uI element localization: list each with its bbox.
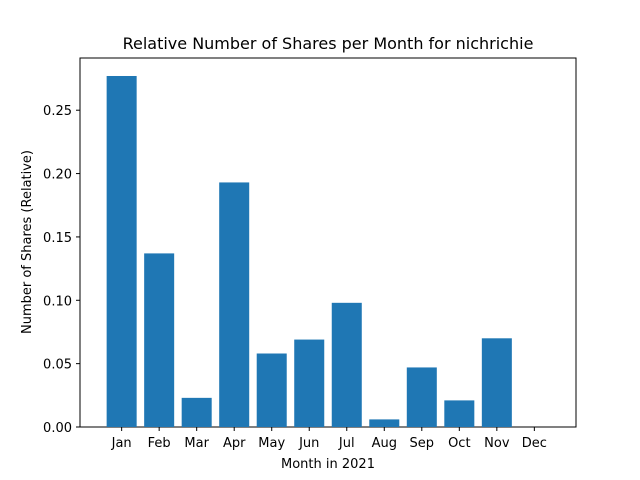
- bar-oct: [444, 400, 475, 427]
- bar-nov: [481, 338, 512, 427]
- y-axis-ticks: 0.00 0.05 0.10 0.15 0.20 0.25: [43, 104, 80, 436]
- x-tick-label: Jun: [298, 436, 319, 451]
- x-tick-label: Mar: [184, 436, 209, 451]
- bars: [106, 75, 512, 427]
- x-axis-ticks: Jan Feb Mar Apr May Jun Jul Aug Sep Oct Nov Dec: [111, 427, 547, 451]
- x-tick-label: Aug: [372, 436, 397, 451]
- chart-title: Relative Number of Shares per Month for …: [123, 34, 534, 53]
- y-axis-label: Number of Shares (Relative): [20, 150, 35, 334]
- x-tick-label: Nov: [484, 436, 510, 451]
- x-tick-label: Dec: [522, 436, 547, 451]
- bar-feb: [144, 253, 175, 427]
- y-tick-label: 0.15: [43, 231, 72, 246]
- bar-jul: [331, 302, 362, 427]
- y-tick-label: 0.10: [43, 294, 72, 309]
- y-tick-label: 0.05: [43, 358, 72, 373]
- bar-jan: [106, 75, 137, 427]
- y-tick-label: 0.00: [43, 421, 72, 436]
- x-tick-label: Feb: [148, 436, 171, 451]
- x-axis-label: Month in 2021: [281, 457, 375, 472]
- bar-jun: [294, 339, 325, 427]
- bar-may: [256, 353, 287, 427]
- bar-sep: [406, 367, 437, 427]
- x-tick-label: Oct: [448, 436, 470, 451]
- y-tick-label: 0.25: [43, 104, 72, 119]
- x-tick-label: Jul: [338, 436, 355, 451]
- x-tick-label: Apr: [223, 436, 246, 451]
- axes-frame: [79, 57, 577, 428]
- x-tick-label: Sep: [410, 436, 435, 451]
- x-tick-label: Jan: [111, 436, 132, 451]
- bar-mar: [181, 397, 212, 427]
- plot-area: [79, 57, 577, 428]
- bar-aug: [369, 419, 400, 427]
- bar-apr: [219, 182, 250, 427]
- x-tick-label: May: [258, 436, 285, 451]
- y-tick-label: 0.20: [43, 168, 72, 183]
